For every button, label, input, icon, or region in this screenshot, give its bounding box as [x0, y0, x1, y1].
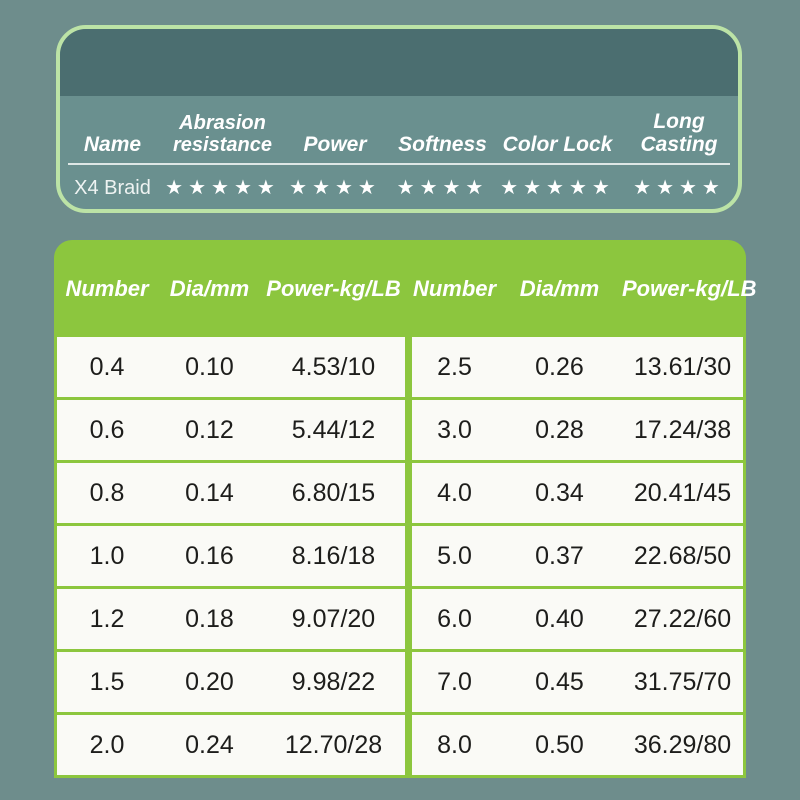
size-cell-r3-c0: 1.0 [89, 541, 125, 570]
size-cell-r1-c5: 17.24/38 [633, 415, 732, 444]
size-cell-r4-c4: 0.40 [535, 604, 584, 633]
size-cell-r6-c1: 0.24 [185, 730, 234, 759]
size-cell-r4-c5: 27.22/60 [633, 604, 732, 633]
size-cell-r5-c5: 31.75/70 [633, 667, 732, 696]
size-cell-r5-c2: 9.98/22 [291, 667, 376, 696]
spec-header-long-casting: Long Casting [640, 109, 718, 156]
spec-header-name: Name [83, 132, 142, 156]
rating-stars-softness: ★★★★ [396, 177, 489, 199]
size-cell-r4-c1: 0.18 [185, 604, 234, 633]
column-divider [405, 715, 412, 775]
spec-rating-row: X4 Braid ★★★★★ ★★★★ ★★★★ ★★★★★ ★★★★ [60, 165, 738, 209]
spec-header-softness: Softness [398, 132, 487, 156]
size-cell-r5-c1: 0.20 [185, 667, 234, 696]
size-cell-r6-c0: 2.0 [89, 730, 125, 759]
rating-stars-long-casting: ★★★★ [633, 177, 725, 199]
size-cell-r6-c2: 12.70/28 [284, 730, 383, 759]
size-cell-r3-c4: 0.37 [535, 541, 584, 570]
size-cell-r1-c1: 0.12 [185, 415, 234, 444]
rating-stars-abrasion-resistance: ★★★★★ [165, 177, 280, 199]
size-cell-r4-c3: 6.0 [437, 604, 472, 633]
size-header-power-kg-lb-left: Power-kg/LB [266, 275, 401, 301]
size-header-dia-mm-left: Dia/mm [169, 275, 250, 301]
spec-card: Name Abrasion resistance Power Softness Colo… [56, 25, 742, 213]
size-cell-r3-c1: 0.16 [185, 541, 234, 570]
size-table-header: Number Dia/mm Power-kg/LB Number Dia/mm Power… [54, 240, 757, 337]
size-cell-r1-c2: 5.44/12 [291, 415, 376, 444]
table-row: 2.0 0.24 12.70/28 8.0 0.50 36.29/80 [57, 712, 743, 775]
size-cell-r1-c0: 0.6 [89, 415, 125, 444]
size-table: Number Dia/mm Power-kg/LB Number Dia/mm Power… [54, 240, 757, 778]
size-table-body: 0.4 0.10 4.53/10 2.5 0.26 13.61/30 0.6 0.12 5.44… [54, 337, 746, 778]
product-name: X4 Braid [74, 177, 151, 199]
size-cell-r6-c4: 0.50 [535, 730, 584, 759]
spec-header-abrasion-resistance: Abrasion resistance [173, 112, 272, 156]
size-cell-r1-c4: 0.28 [535, 415, 584, 444]
size-cell-r6-c3: 8.0 [437, 730, 472, 759]
size-cell-r2-c3: 4.0 [437, 478, 472, 507]
size-cell-r0-c1: 0.10 [185, 352, 234, 381]
size-header-power-kg-lb-right: Power-kg/LB [622, 275, 757, 301]
size-cell-r3-c2: 8.16/18 [291, 541, 376, 570]
spec-header-color-lock: Color Lock [502, 132, 613, 156]
size-cell-r4-c0: 1.2 [89, 604, 125, 633]
column-divider [405, 652, 412, 712]
table-row: 0.8 0.14 6.80/15 4.0 0.34 20.41/45 [57, 460, 743, 523]
size-cell-r3-c3: 5.0 [437, 541, 472, 570]
size-cell-r3-c5: 22.68/50 [633, 541, 732, 570]
size-cell-r5-c0: 1.5 [89, 667, 125, 696]
size-cell-r2-c5: 20.41/45 [633, 478, 732, 507]
size-cell-r0-c0: 0.4 [89, 352, 125, 381]
size-cell-r0-c3: 2.5 [437, 352, 472, 381]
size-header-dia-mm-right: Dia/mm [519, 275, 600, 301]
size-cell-r5-c3: 7.0 [437, 667, 472, 696]
size-cell-r2-c0: 0.8 [89, 478, 125, 507]
size-cell-r0-c2: 4.53/10 [291, 352, 376, 381]
size-header-number-left: Number [65, 275, 149, 301]
table-row: 0.6 0.12 5.44/12 3.0 0.28 17.24/38 [57, 397, 743, 460]
table-row: 0.4 0.10 4.53/10 2.5 0.26 13.61/30 [57, 337, 743, 397]
spec-card-banner [60, 29, 738, 96]
size-cell-r0-c5: 13.61/30 [633, 352, 732, 381]
column-divider [405, 337, 412, 397]
size-header-number-right: Number [412, 275, 497, 301]
spec-divider [68, 163, 730, 165]
rating-stars-color-lock: ★★★★★ [500, 177, 615, 199]
size-cell-r2-c2: 6.80/15 [291, 478, 376, 507]
rating-stars-power: ★★★★ [289, 177, 381, 199]
size-cell-r4-c2: 9.07/20 [291, 604, 376, 633]
table-row: 1.2 0.18 9.07/20 6.0 0.40 27.22/60 [57, 586, 743, 649]
size-cell-r2-c1: 0.14 [185, 478, 234, 507]
table-row: 1.0 0.16 8.16/18 5.0 0.37 22.68/50 [57, 523, 743, 586]
column-divider [405, 526, 412, 586]
table-row: 1.5 0.20 9.98/22 7.0 0.45 31.75/70 [57, 649, 743, 712]
size-cell-r2-c4: 0.34 [535, 478, 584, 507]
size-cell-r0-c4: 0.26 [535, 352, 584, 381]
size-cell-r5-c4: 0.45 [535, 667, 584, 696]
size-cell-r1-c3: 3.0 [437, 415, 472, 444]
spec-header-row: Name Abrasion resistance Power Softness Colo… [60, 96, 738, 156]
column-divider [405, 400, 412, 460]
column-divider [405, 589, 412, 649]
column-divider [405, 463, 412, 523]
size-cell-r6-c5: 36.29/80 [633, 730, 732, 759]
spec-header-power: Power [303, 132, 367, 156]
